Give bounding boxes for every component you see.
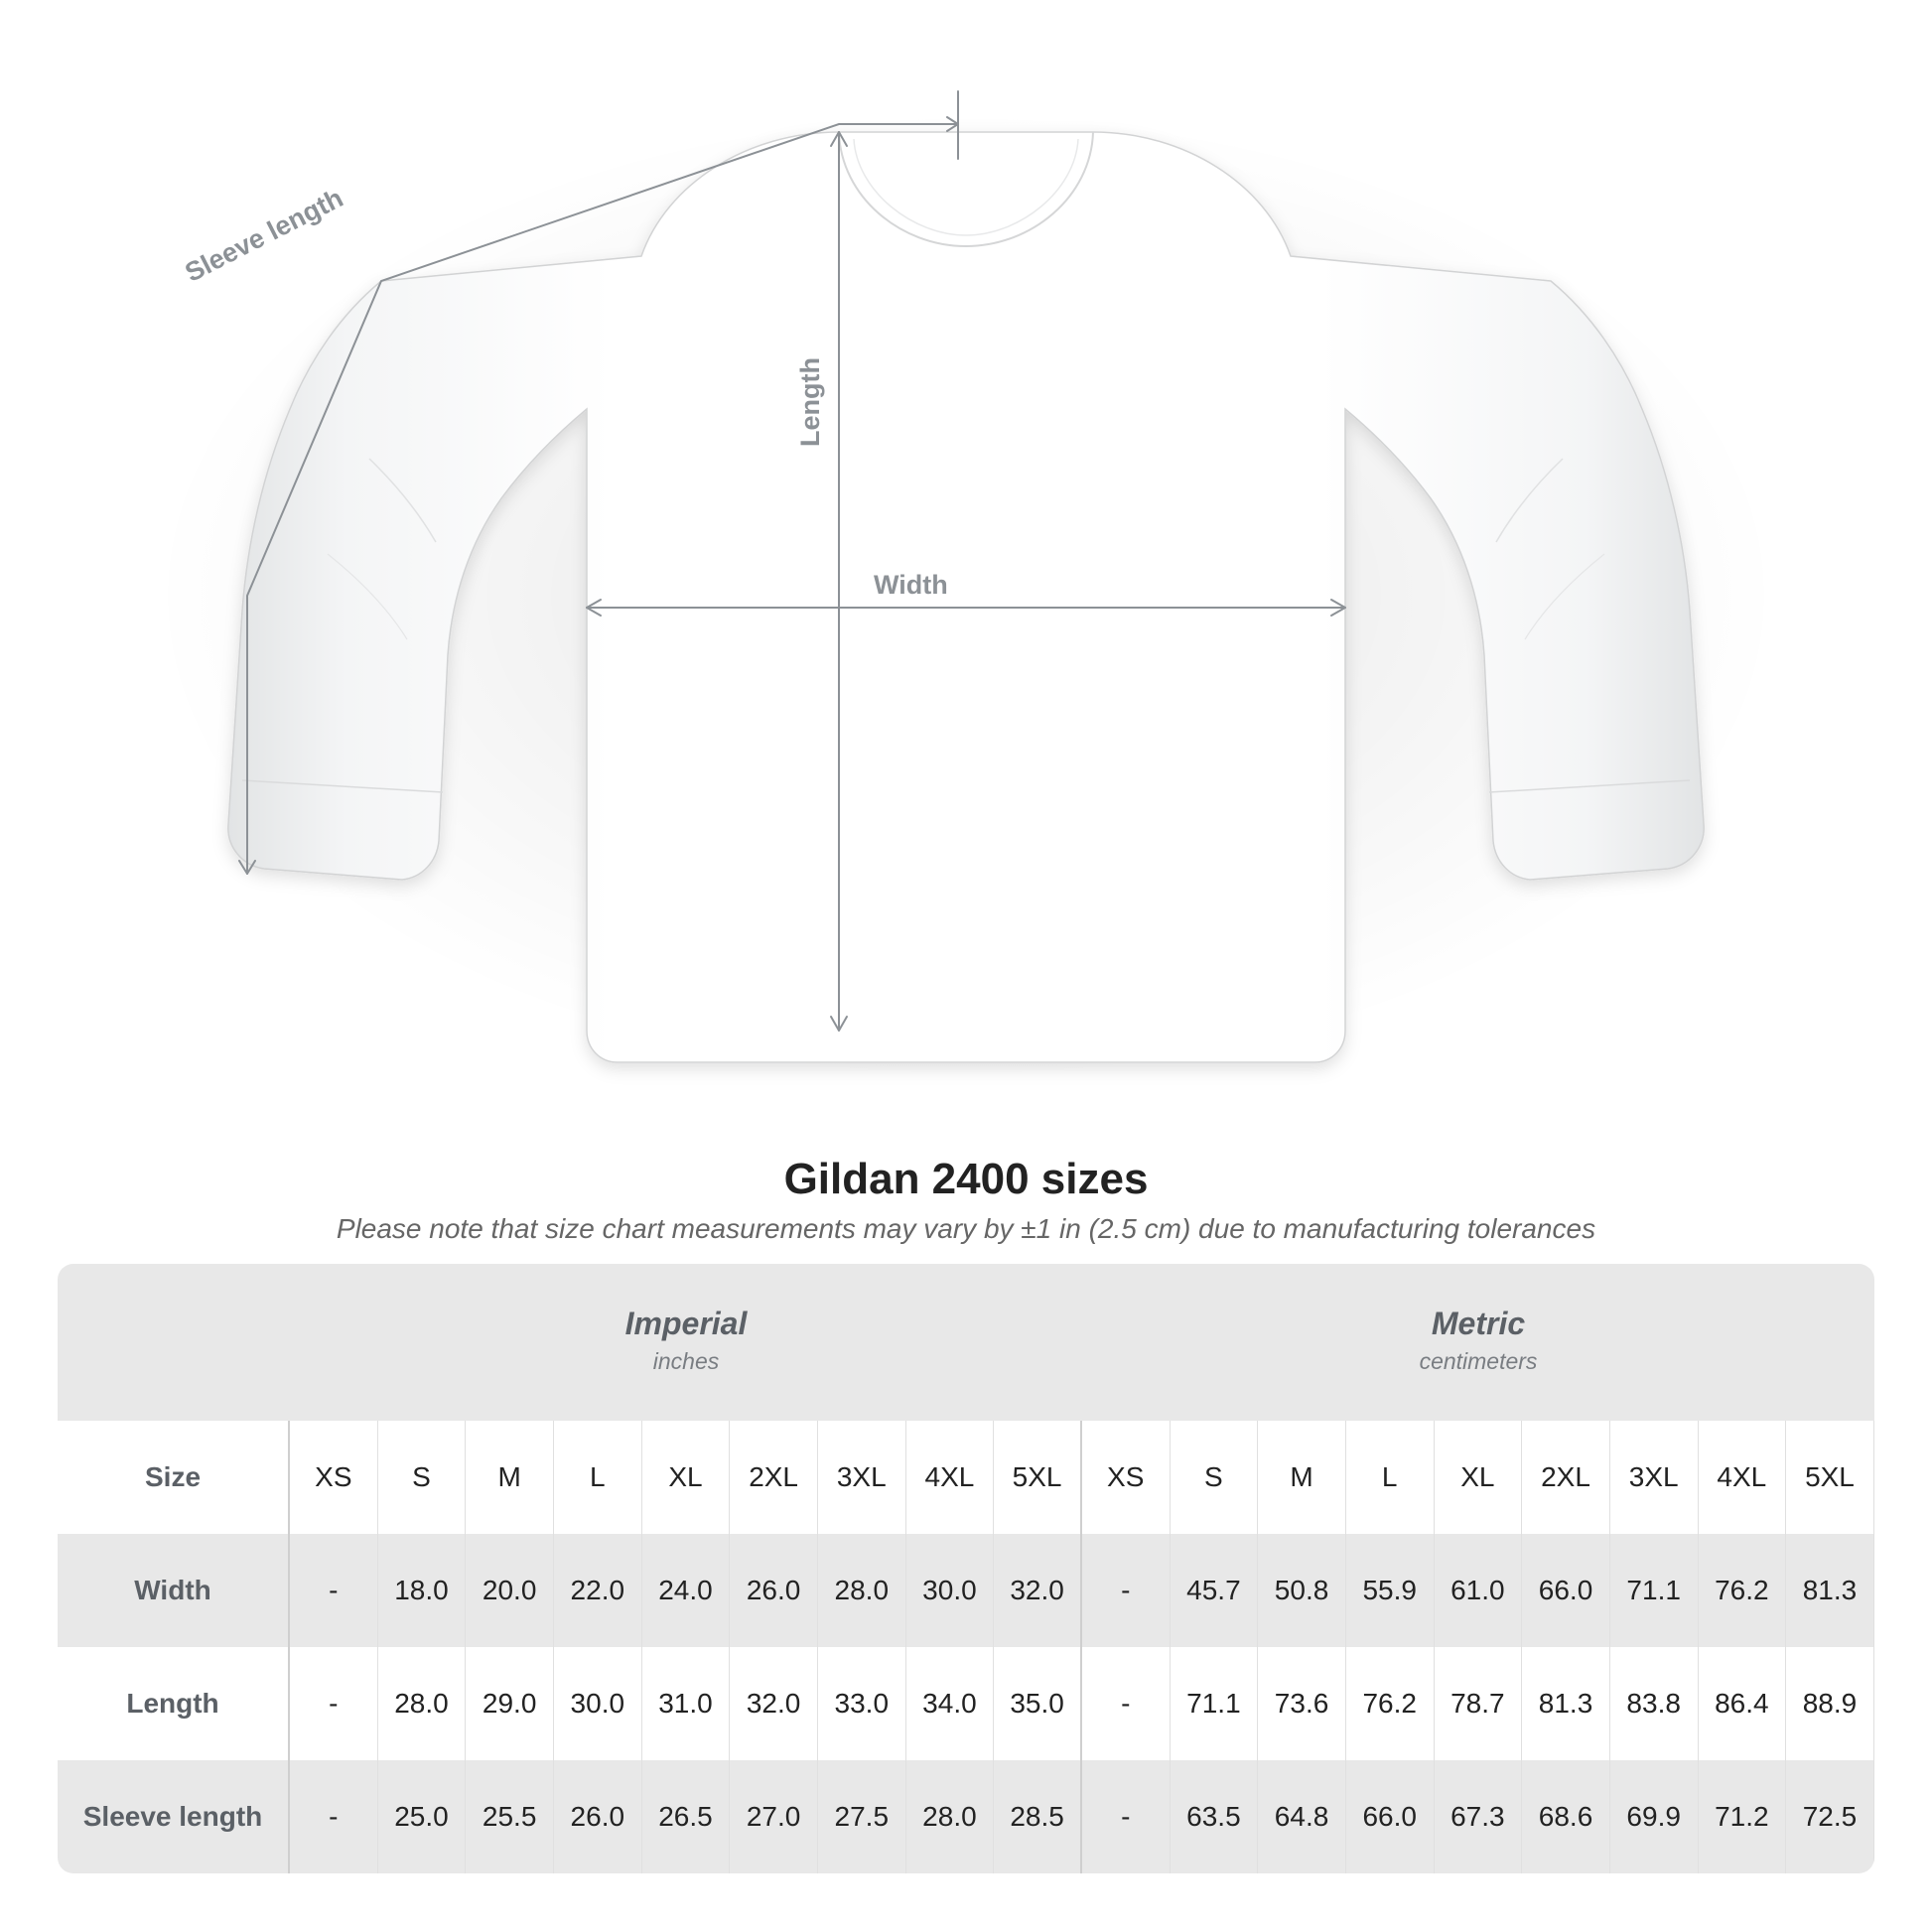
svg-text:Sleeve length: Sleeve length (181, 183, 348, 288)
svg-text:Length: Length (795, 357, 825, 447)
svg-text:Width: Width (874, 570, 948, 600)
